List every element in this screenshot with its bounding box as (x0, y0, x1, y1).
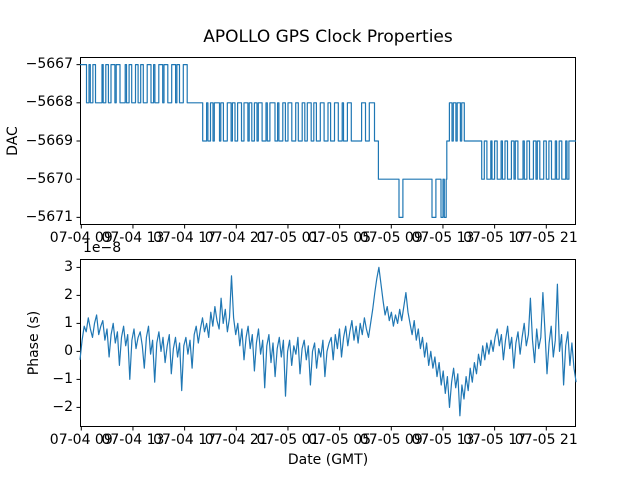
x-axis-label: Date (GMT) (287, 452, 369, 468)
x-tick-label: 07-04 13 (101, 230, 165, 246)
y-tick-label: −5671 (25, 208, 73, 225)
x-tick-label: 07-04 09 (49, 432, 113, 448)
y-tick-label: −5668 (25, 94, 73, 111)
y-tick-label: −5667 (25, 56, 73, 73)
x-tick-label: 07-05 01 (256, 432, 320, 448)
y-tick-label: 0 (64, 342, 73, 359)
x-tick-label: 07-04 21 (204, 432, 268, 448)
x-tick-label: 07-05 01 (256, 230, 320, 246)
y-tick-label: 1 (64, 314, 73, 331)
y-tick-label: −5669 (25, 132, 73, 149)
phase-axis-offset-text: 1e−8 (83, 240, 122, 256)
x-tick-label: 07-04 17 (153, 230, 217, 246)
x-tick-label: 07-05 17 (463, 230, 527, 246)
x-tick-label: 07-05 09 (359, 432, 423, 448)
y-tick-label: −2 (52, 398, 73, 415)
y-tick-label: −5670 (25, 170, 73, 187)
x-tick-label: 07-05 05 (308, 432, 372, 448)
phase-series-line (79, 266, 577, 417)
x-tick-label: 07-05 21 (514, 230, 578, 246)
x-tick-label: 07-05 09 (359, 230, 423, 246)
x-tick-label: 07-05 05 (308, 230, 372, 246)
y-tick-label: 3 (64, 258, 73, 275)
y-tick-label: −1 (52, 370, 73, 387)
x-tick-label: 07-04 09 (49, 230, 113, 246)
x-tick-label: 07-05 13 (411, 230, 475, 246)
x-tick-label: 07-04 21 (204, 230, 268, 246)
x-tick-label: 07-04 17 (153, 432, 217, 448)
axes-spines (80, 259, 576, 427)
x-tick-label: 07-05 21 (514, 432, 578, 448)
phase-plot (76, 259, 577, 431)
x-tick-label: 07-05 17 (463, 432, 527, 448)
x-tick-label: 07-05 13 (411, 432, 475, 448)
dac-plot (76, 57, 576, 229)
y-tick-label: 2 (64, 286, 73, 303)
x-tick-label: 07-04 13 (101, 432, 165, 448)
dac-series-line (80, 63, 576, 218)
figure-title: APOLLO GPS Clock Properties (203, 27, 453, 47)
